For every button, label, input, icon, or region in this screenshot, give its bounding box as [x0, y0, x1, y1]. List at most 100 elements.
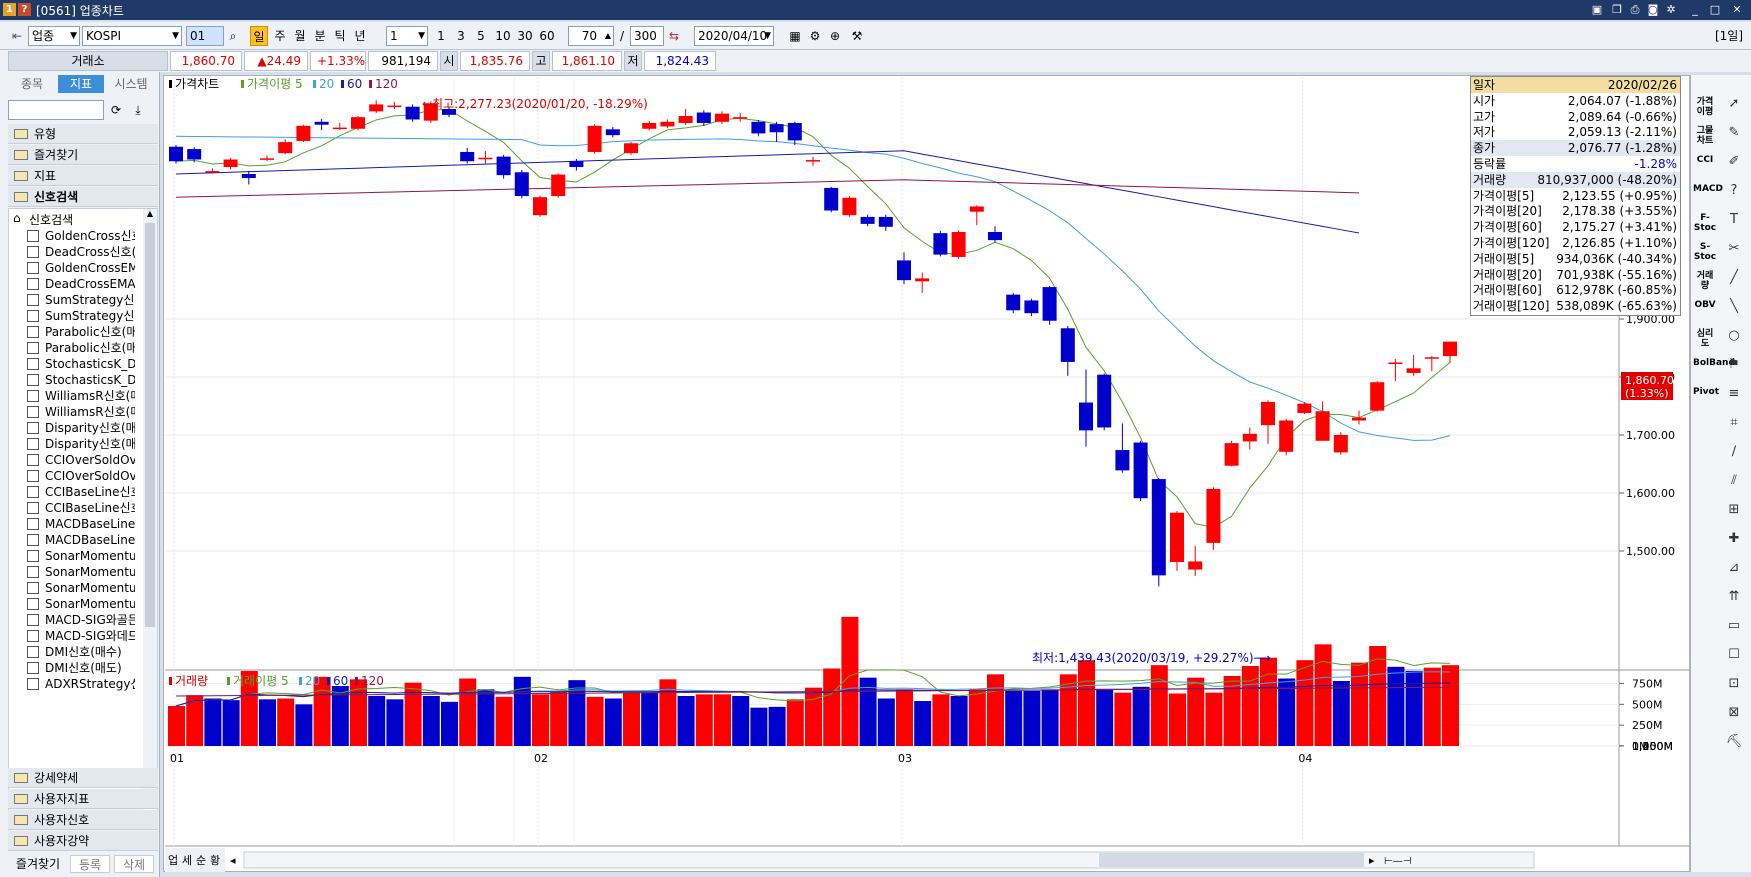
signal-checkbox[interactable] [27, 342, 39, 354]
arrows-icon[interactable]: ⇈ [1728, 589, 1740, 604]
signal-item[interactable]: Parabolic신호(매수 [27, 323, 135, 341]
zoom-icon[interactable]: ⊕ [829, 29, 841, 43]
flag-icon[interactable]: ⚑ [1728, 357, 1740, 372]
category-signal-search[interactable]: 신호검색 [8, 187, 158, 207]
period-year-button[interactable]: 년 [354, 29, 366, 43]
delete-button[interactable]: 삭제 [114, 855, 154, 873]
copy-icon[interactable]: ❐ [1612, 3, 1622, 16]
total-input[interactable]: 300 [630, 26, 664, 46]
signal-item[interactable]: Disparity신호(매도 [27, 435, 135, 453]
interval-10-button[interactable]: 10 [495, 29, 511, 43]
signal-checkbox[interactable] [27, 246, 39, 258]
signal-checkbox[interactable] [27, 326, 39, 338]
prev-icon[interactable]: ⇤ [11, 29, 23, 43]
signal-item[interactable]: MACD-SIG와골든 [27, 611, 135, 629]
grid-icon[interactable]: ⌗ [1730, 415, 1738, 430]
download-icon[interactable]: ⤓ [135, 103, 141, 117]
period-tick-button[interactable]: 틱 [334, 29, 346, 43]
period-day-button[interactable]: 일 [250, 26, 268, 46]
frame-icon[interactable]: ⊡ [1728, 676, 1740, 691]
interval-30-button[interactable]: 30 [517, 29, 533, 43]
signal-checkbox[interactable] [27, 550, 39, 562]
hammer-icon[interactable]: ⛏ [1725, 734, 1743, 749]
settings-gear-icon[interactable]: ✲ [1666, 3, 1676, 16]
text-icon[interactable]: T [1730, 212, 1738, 227]
tools-icon[interactable]: ⚒ [851, 29, 863, 43]
signal-item[interactable]: GoldenCross신호 [27, 227, 135, 245]
indicator-button[interactable]: 가격이평 [1696, 97, 1714, 117]
signal-item[interactable]: DeadCrossEMA신 [27, 275, 135, 293]
interval-select[interactable]: 1 ▼ [386, 26, 428, 46]
signal-item[interactable]: StochasticsK_D신 [27, 371, 135, 389]
indicator-button[interactable]: CCI [1696, 155, 1714, 165]
signal-checkbox[interactable] [27, 454, 39, 466]
chart-area[interactable]: 1,900.001,800.001,700.001,600.001,500.00… [163, 75, 1691, 873]
maximize-icon[interactable]: □ [1709, 3, 1721, 16]
cursor-icon[interactable]: ➚ [1728, 96, 1740, 111]
signal-checkbox[interactable] [27, 294, 39, 306]
indicator-button[interactable]: 그물차트 [1696, 126, 1714, 146]
signal-checkbox[interactable] [27, 678, 39, 690]
signal-checkbox[interactable] [27, 614, 39, 626]
refresh-arrows-icon[interactable]: ⇆ [668, 29, 680, 43]
signal-item[interactable]: MACD-SIG와데드 [27, 627, 135, 645]
period-week-button[interactable]: 주 [274, 29, 286, 43]
category-user-strength[interactable]: 사용자강약 [8, 831, 158, 851]
signal-item[interactable]: Disparity신호(매수 [27, 419, 135, 437]
channel-icon[interactable]: ⫽ [1731, 473, 1737, 488]
category-type[interactable]: 유형 [8, 124, 158, 144]
category-user-signals[interactable]: 사용자신호 [8, 810, 158, 830]
window-icon[interactable]: ☐ [1728, 647, 1740, 662]
signal-checkbox[interactable] [27, 422, 39, 434]
diagonal-icon[interactable]: ╲ [1730, 299, 1738, 314]
signal-item[interactable]: WilliamsR신호(매 [27, 387, 135, 405]
interval-5-button[interactable]: 5 [477, 29, 485, 43]
scroll-up-icon[interactable]: ▲ [146, 209, 154, 218]
signal-item[interactable]: Parabolic신호(매도 [27, 339, 135, 357]
signal-item[interactable]: CCIBaseLine신호 [27, 499, 135, 517]
signal-item[interactable]: SonarMomentum [27, 563, 135, 581]
link-icon[interactable]: ▣ [1591, 3, 1603, 16]
signal-checkbox[interactable] [27, 598, 39, 610]
signal-checkbox[interactable] [27, 374, 39, 386]
signal-item[interactable]: StochasticsK_D신 [27, 355, 135, 373]
scroll-thumb[interactable] [145, 223, 155, 627]
signal-item[interactable]: GoldenCrossEMA [27, 259, 135, 277]
lines-icon[interactable]: ≡ [1728, 386, 1740, 401]
category-indicators[interactable]: 지표 [8, 166, 158, 186]
signal-checkbox[interactable] [27, 662, 39, 674]
tab-stocks[interactable]: 종목 [20, 77, 44, 91]
signal-checkbox[interactable] [27, 390, 39, 402]
signal-item[interactable]: DeadCross신호(미 [27, 243, 135, 261]
tree-root[interactable]: ⌂ 신호검색 [13, 211, 73, 228]
box-icon[interactable]: ⊞ [1728, 502, 1740, 517]
help-icon[interactable]: ? [1730, 183, 1738, 198]
signal-item[interactable]: CCIBaseLine신호 [27, 483, 135, 501]
signal-checkbox[interactable] [27, 358, 39, 370]
date-select[interactable]: 2020/04/10 ▼ [694, 26, 774, 46]
spinner-icon[interactable]: ▲ [604, 31, 611, 40]
print-icon[interactable]: ⎙ [1630, 3, 1640, 16]
index-select[interactable]: KOSPI ▼ [82, 26, 182, 46]
tab-indicators[interactable]: 지표 [58, 75, 104, 93]
signal-checkbox[interactable] [27, 230, 39, 242]
indicator-button[interactable]: S-Stoc [1693, 242, 1717, 262]
signal-checkbox[interactable] [27, 646, 39, 658]
rect-icon[interactable]: ▭ [1727, 618, 1741, 633]
indicator-button[interactable]: 거래량 [1696, 271, 1714, 291]
indicator-button[interactable]: OBV [1694, 300, 1716, 310]
signal-checkbox[interactable] [27, 310, 39, 322]
signal-item[interactable]: MACDBaseLine신 [27, 531, 135, 549]
chart-svg[interactable]: 1,900.001,800.001,700.001,600.001,500.00… [164, 76, 1691, 873]
signal-item[interactable]: ADXRStrategy신호 [27, 675, 135, 693]
tree-scrollbar[interactable]: ▲ ▼ [143, 209, 157, 805]
signal-checkbox[interactable] [27, 470, 39, 482]
favorites-button[interactable]: 즐겨찾기 [15, 857, 61, 871]
signal-checkbox[interactable] [27, 566, 39, 578]
register-button[interactable]: 등록 [70, 855, 110, 873]
minimize-icon[interactable]: _ [1692, 3, 1698, 16]
signal-checkbox[interactable] [27, 278, 39, 290]
signal-item[interactable]: CCIOverSoldOver [27, 451, 135, 469]
interval-1-button[interactable]: 1 [437, 29, 445, 43]
signal-item[interactable]: WilliamsR신호(매 [27, 403, 135, 421]
